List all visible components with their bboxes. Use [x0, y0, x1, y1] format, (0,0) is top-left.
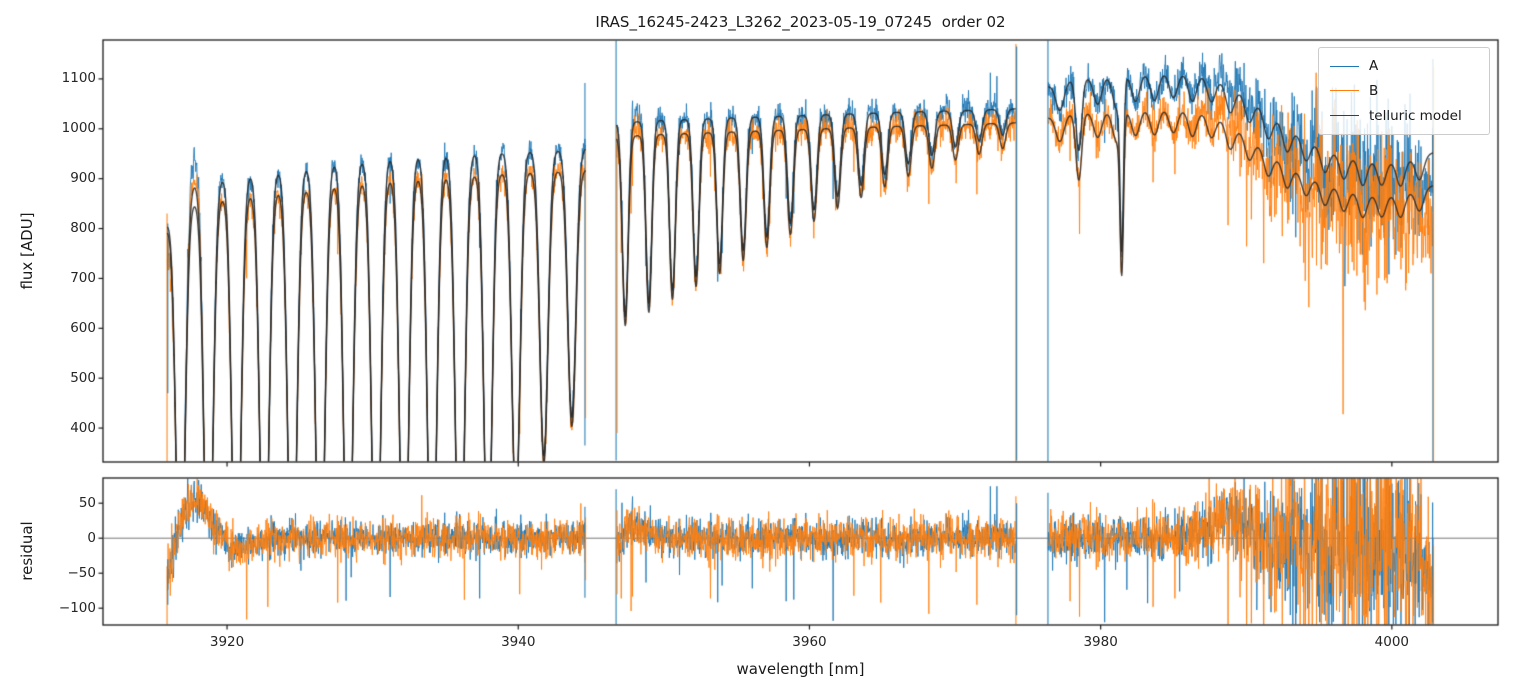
- legend-entry-A: A: [1319, 54, 1489, 78]
- legend-line-B-icon: [1330, 90, 1359, 92]
- legend-label-B: B: [1369, 82, 1379, 99]
- residual-ytick-neg50: −50: [67, 564, 97, 581]
- flux-ytick-1100: 1100: [61, 70, 96, 87]
- flux-ytick-500: 500: [70, 369, 96, 386]
- flux-ytick-700: 700: [70, 269, 96, 286]
- flux-ytick-400: 400: [70, 419, 96, 436]
- flux-ytick-1000: 1000: [61, 120, 96, 137]
- legend: A B telluric model: [1318, 47, 1490, 135]
- legend-entry-telluric-model: telluric model: [1319, 104, 1489, 128]
- xtick-3940: 3940: [501, 634, 536, 650]
- legend-line-telluric-icon: [1330, 115, 1359, 117]
- plot-title: IRAS_16245-2423_L3262_2023-05-19_07245 o…: [595, 13, 1006, 31]
- legend-label-telluric-model: telluric model: [1369, 107, 1462, 124]
- xtick-3920: 3920: [209, 634, 245, 650]
- xtick-3980: 3980: [1083, 634, 1118, 650]
- flux-ytick-600: 600: [70, 319, 96, 336]
- xtick-4000: 4000: [1374, 634, 1410, 650]
- residual-ytick-0: 0: [87, 529, 96, 546]
- residual-ytick-neg100: −100: [58, 599, 96, 616]
- residual-ytick-50: 50: [78, 494, 96, 511]
- flux-ytick-800: 800: [70, 220, 96, 237]
- legend-line-A-icon: [1330, 65, 1359, 67]
- flux-ytick-900: 900: [70, 170, 96, 187]
- legend-entry-B: B: [1319, 79, 1489, 103]
- legend-label-A: A: [1369, 58, 1379, 75]
- xtick-3960: 3960: [792, 634, 827, 650]
- wavelength-axis-label: wavelength [nm]: [736, 660, 865, 678]
